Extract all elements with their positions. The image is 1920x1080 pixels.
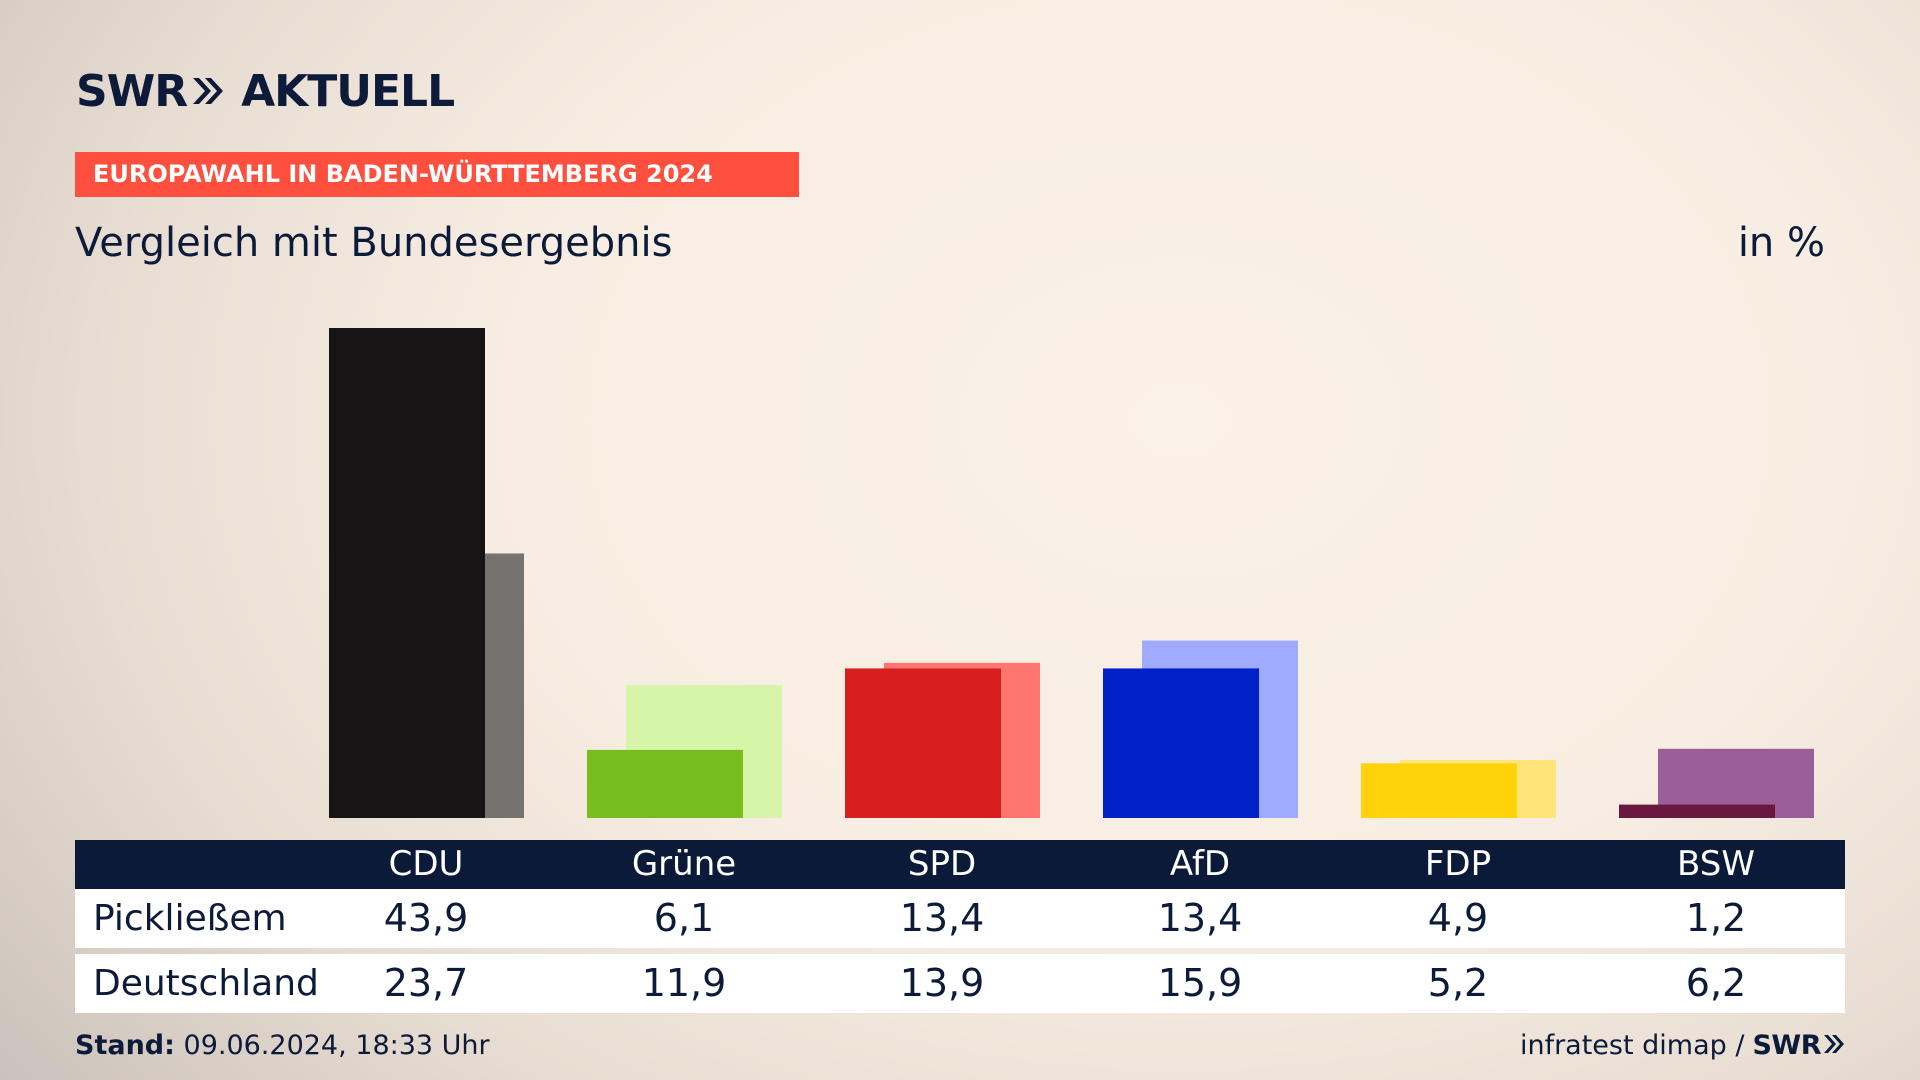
table-header-cell: BSW: [1677, 844, 1755, 884]
table-row-label: Pickließem: [93, 898, 287, 939]
table-value-cell: 23,7: [383, 961, 469, 1005]
table-header-cell: CDU: [388, 844, 464, 884]
bar-region-2: [845, 668, 1001, 818]
source-credit: infratest dimap / SWR: [1520, 1030, 1845, 1061]
table-row: Deutschland 23,7 11,9 13,9 15,9 5,2 6,2: [75, 954, 1845, 1013]
chart-subtitle: Vergleich mit Bundesergebnis: [75, 220, 673, 266]
table-header-cell: FDP: [1424, 844, 1492, 884]
table-value-cell: 6,1: [653, 896, 715, 940]
bar-chart: [329, 328, 1814, 818]
table-row: Pickließem 43,9 6,1 13,4 13,4 4,9 1,2: [75, 889, 1845, 948]
table-value-cell: 13,4: [899, 896, 985, 940]
table-header-cell: AfD: [1169, 844, 1231, 884]
source-label: infratest dimap /: [1519, 1030, 1745, 1061]
table-value-cell: 1,2: [1685, 896, 1747, 940]
table-header-corner: [75, 840, 297, 889]
bar-region-0: [329, 328, 485, 818]
double-chevron-icon: [191, 66, 225, 117]
bar-region-1: [587, 749, 743, 818]
table-value-cell: 13,9: [899, 961, 985, 1005]
table-header-cell: SPD: [907, 844, 977, 884]
table-body: Pickließem 43,9 6,1 13,4 13,4 4,9 1,2 Deutschla…: [75, 889, 1845, 1013]
table-value-cell: 5,2: [1427, 961, 1489, 1005]
table-value-cell: 15,9: [1157, 961, 1243, 1005]
kicker-banner: EUROPAWAHL IN BADEN-WÜRTTEMBERG 2024: [75, 152, 799, 197]
table-value-cell: 11,9: [641, 961, 727, 1005]
stand-value: 09.06.2024, 18:33 Uhr: [183, 1030, 490, 1061]
bar-region-4: [1361, 763, 1517, 818]
table-header: CDU Grüne SPD AfD FDP BSW: [75, 840, 1845, 889]
logo-text: SWR: [76, 65, 188, 117]
timestamp: Stand: 09.06.2024, 18:33 Uhr: [75, 1030, 490, 1061]
results-table: CDU Grüne SPD AfD FDP BSW Pickließem 43,9 6,1 13…: [75, 840, 1845, 1013]
table-row-label: Deutschland: [93, 963, 319, 1004]
table-value-cell: 6,2: [1685, 961, 1747, 1005]
swr-aktuell-logo: SWR AKTUELL: [76, 65, 455, 117]
logo-suffix: AKTUELL: [241, 65, 455, 117]
footer-chevron-icon: [1823, 1030, 1845, 1061]
bar-region-5: [1619, 804, 1775, 818]
footer-brand: SWR: [1752, 1030, 1821, 1061]
stand-label: Stand:: [75, 1030, 175, 1061]
table-value-cell: 13,4: [1157, 896, 1243, 940]
unit-label: in %: [1737, 220, 1825, 266]
table-header-cell: Grüne: [631, 844, 737, 884]
table-value-cell: 43,9: [383, 896, 469, 940]
table-value-cell: 4,9: [1427, 896, 1489, 940]
bar-region-3: [1103, 668, 1259, 818]
